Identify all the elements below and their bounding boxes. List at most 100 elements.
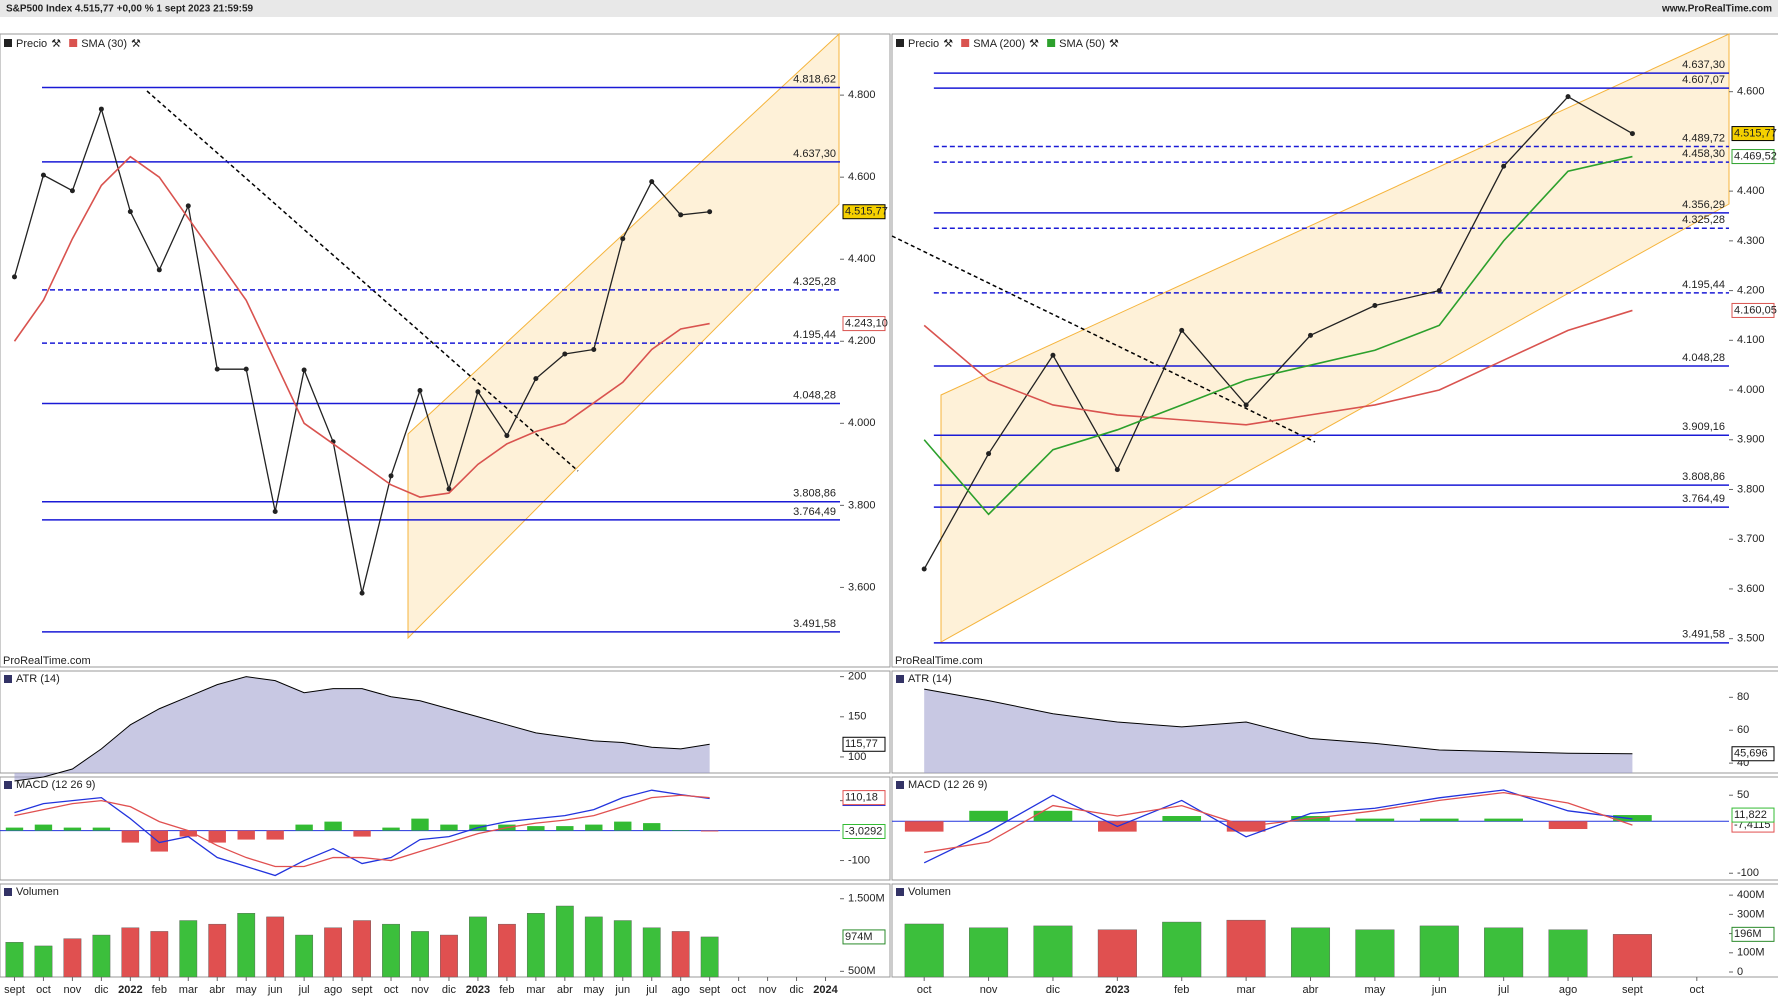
- volume-bar: [63, 938, 82, 978]
- volume-bar: [671, 931, 690, 978]
- panel-frame: [891, 883, 1778, 978]
- price-point: [40, 172, 46, 178]
- x-tick-label: oct: [731, 984, 746, 996]
- legend-swatch: [4, 675, 12, 683]
- x-tick-label: sept: [1622, 984, 1643, 996]
- header-site[interactable]: www.ProRealTime.com: [1661, 4, 1772, 15]
- level-label: 4.195,44: [793, 329, 836, 341]
- macd-line: [924, 791, 1633, 854]
- x-tick-label: dic: [94, 984, 109, 996]
- last-value-label: 196M: [1734, 928, 1762, 940]
- y-tick-label: 4.200: [1737, 284, 1765, 296]
- macd-histogram-bar: [353, 830, 371, 837]
- price-line: [923, 155, 1633, 516]
- y-tick-label: 4.800: [848, 89, 876, 101]
- macd-histogram-bar: [585, 824, 603, 831]
- y-tick-label: 3.500: [1737, 633, 1765, 645]
- volume-bar: [324, 927, 342, 978]
- volume-bar: [613, 920, 632, 978]
- legend-icon[interactable]: ⚒: [943, 38, 953, 50]
- x-tick-label: sept: [4, 984, 25, 996]
- y-tick-label: 200: [848, 671, 866, 683]
- y-tick-label: 150: [848, 711, 866, 723]
- price-point: [417, 387, 423, 393]
- y-tick-label: 4.000: [1737, 384, 1765, 396]
- x-tick-label: jul: [298, 984, 310, 996]
- x-tick-label: 2023: [466, 984, 490, 996]
- macd-histogram-bar: [382, 827, 400, 831]
- level-label: 4.818,62: [793, 73, 836, 85]
- volume-bar: [1162, 921, 1202, 978]
- y-tick-label: 100: [848, 751, 866, 763]
- legend-icon[interactable]: ⚒: [131, 38, 141, 50]
- x-tick-label: jul: [1497, 984, 1509, 996]
- price-point: [1243, 402, 1249, 408]
- level-label: 4.048,28: [1682, 352, 1725, 364]
- legend-swatch: [4, 888, 12, 896]
- price-point: [1179, 327, 1185, 333]
- level-label: 3.909,16: [1682, 421, 1725, 433]
- volume-bar: [34, 945, 53, 978]
- last-value-box: [842, 316, 886, 332]
- macd-histogram-bar: [1419, 818, 1459, 822]
- legend-icon[interactable]: ⚒: [1109, 38, 1119, 50]
- panel-label: Volumen: [908, 886, 951, 898]
- price-point: [1436, 288, 1442, 294]
- volume-bar: [700, 936, 719, 978]
- y-tick-label: 4.100: [1737, 334, 1765, 346]
- legend-swatch: [896, 675, 904, 683]
- last-value-box: [842, 929, 886, 945]
- last-value-label: 4.515,77: [1734, 127, 1777, 139]
- x-tick-label: 2023: [1105, 984, 1129, 996]
- y-tick-label: 4.300: [1737, 235, 1765, 247]
- price-point: [921, 566, 927, 572]
- y-tick-label: 4.400: [848, 253, 876, 265]
- macd-histogram-bar: [527, 826, 545, 831]
- y-tick-label: 3.600: [1737, 583, 1765, 595]
- macd-histogram-bar: [969, 810, 1008, 822]
- price-line: [13, 155, 710, 498]
- price-point: [1372, 302, 1378, 308]
- x-tick-label: dic: [442, 984, 457, 996]
- macd-histogram-bar: [1548, 821, 1588, 830]
- price-point: [1308, 332, 1313, 338]
- header-title: S&P500 Index 4.515,77 +0,00 % 1 sept 202…: [6, 4, 254, 15]
- y-tick-label: 50: [1737, 789, 1749, 801]
- macd-histogram-bar: [614, 821, 632, 831]
- x-tick-label: mar: [179, 984, 198, 996]
- level-label: 3.808,86: [1682, 471, 1725, 483]
- level-label: 3.491,58: [793, 618, 836, 630]
- x-tick-label: dic: [1046, 984, 1061, 996]
- price-point: [446, 486, 452, 492]
- price-point: [1629, 131, 1635, 137]
- volume-bar: [498, 923, 516, 978]
- legend-label: SMA (200): [973, 38, 1025, 50]
- level-label: 3.764,49: [793, 506, 836, 518]
- last-value-box: [842, 824, 886, 840]
- legend-icon[interactable]: ⚒: [51, 38, 61, 50]
- last-value-label: 11,822: [1734, 809, 1767, 821]
- macd-histogram-bar: [295, 824, 313, 831]
- watermark: ProRealTime.com: [895, 655, 983, 667]
- last-value-label: 4.469,52: [1734, 150, 1777, 162]
- level-label: 4.048,28: [793, 389, 836, 401]
- macd-line: [14, 794, 710, 868]
- macd-histogram-bar: [672, 829, 690, 831]
- legend-icon[interactable]: ⚒: [1029, 38, 1039, 50]
- level-label: 3.491,58: [1682, 629, 1725, 641]
- volume-bar: [1033, 925, 1073, 978]
- legend-swatch: [4, 39, 12, 47]
- legend-label: Precio: [16, 38, 47, 50]
- volume-bar: [382, 923, 400, 978]
- y-tick-label: 3.600: [848, 581, 876, 593]
- level-label: 4.325,28: [793, 276, 836, 288]
- volume-bar: [1484, 927, 1524, 978]
- x-tick-label: abr: [1303, 984, 1319, 996]
- y-tick-label: -100: [1737, 867, 1759, 879]
- y-tick-label: 500M: [848, 965, 876, 977]
- price-point: [214, 366, 220, 372]
- volume-bar: [150, 931, 169, 978]
- last-value-label: 4.160,05: [1734, 304, 1777, 316]
- header-bar: [0, 0, 1778, 17]
- panel-frame: [891, 776, 1778, 881]
